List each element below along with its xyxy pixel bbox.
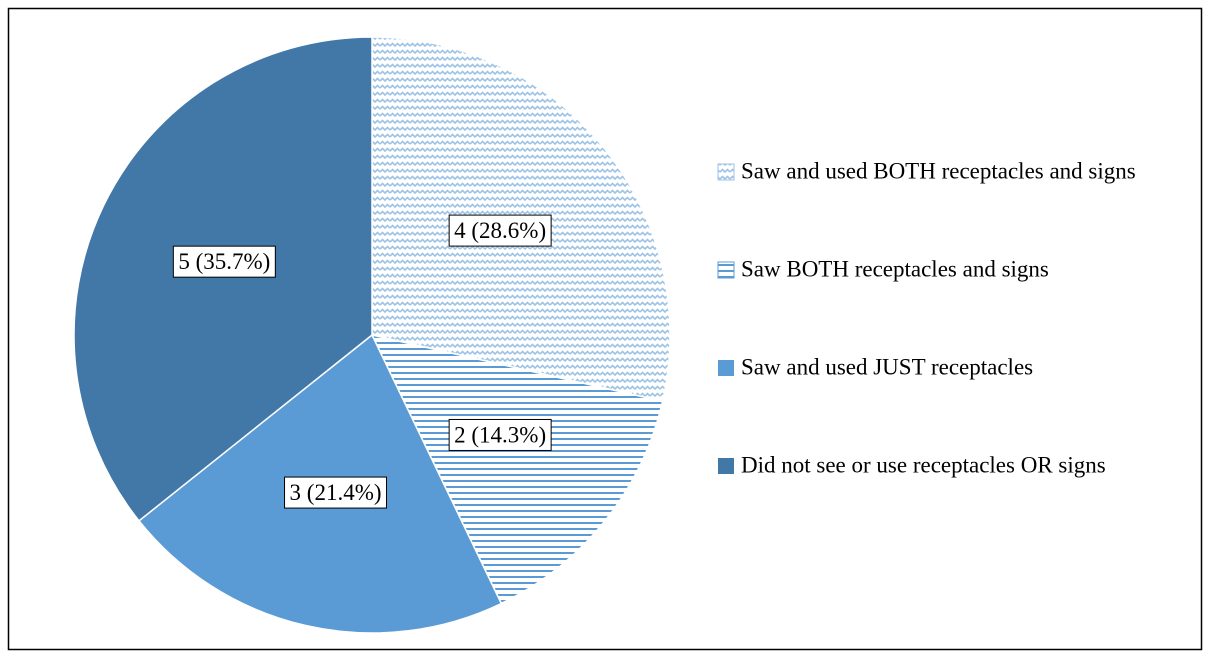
data-label-box — [448, 418, 552, 451]
legend-swatch — [718, 360, 734, 376]
legend-label: Saw BOTH receptacles and signs — [741, 256, 1049, 281]
data-label-box — [172, 245, 276, 278]
data-label: 3 (21.4%) — [290, 480, 382, 505]
legend-swatch — [717, 163, 735, 181]
pie-slice — [370, 333, 664, 605]
pie-slice — [73, 36, 373, 522]
legend-swatch — [717, 261, 735, 279]
legend-label: Saw and used BOTH receptacles and signs — [741, 158, 1136, 183]
data-label: 2 (14.3%) — [454, 422, 546, 447]
legend-label: Did not see or use receptacles OR signs — [741, 452, 1106, 477]
data-label-box — [284, 476, 388, 509]
data-label: 4 (28.6%) — [454, 218, 546, 243]
data-label-box — [448, 214, 552, 247]
legend-label: Saw and used JUST receptacles — [741, 354, 1033, 379]
legend-swatch — [718, 458, 734, 474]
data-label: 5 (35.7%) — [178, 249, 270, 274]
